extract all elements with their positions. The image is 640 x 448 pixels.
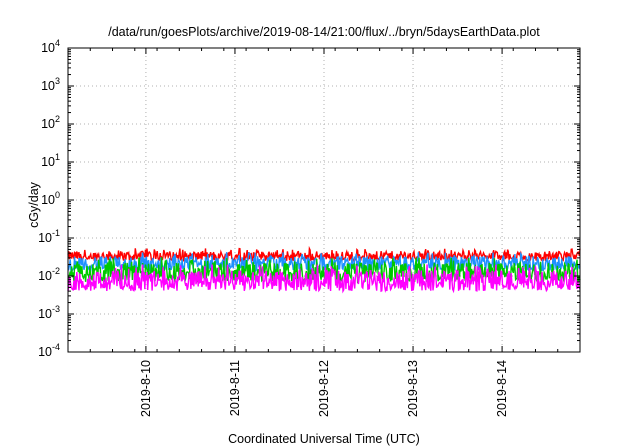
grid-lines [68,48,580,352]
x-tick-label: 2019-8-13 [406,360,420,417]
y-axis-label: cGy/day [27,181,41,228]
series-group [67,245,581,294]
series-line-4 [67,264,581,294]
y-tick-label: 10-3 [38,304,60,321]
y-tick-label: 10-1 [38,228,60,245]
x-tick-label: 2019-8-10 [139,360,153,417]
series-line-3 [67,257,581,284]
y-tick-label: 10-2 [38,266,60,283]
y-tick-label: 10-4 [38,342,60,359]
y-tick-label: 104 [41,38,60,55]
x-ticks: 2019-8-10 2019-8-11 2019-8-12 2019-8-13 2019… [67,48,581,417]
y-tick-label: 102 [41,114,60,131]
x-tick-label: 2019-8-14 [495,360,509,417]
y-tick-label: 103 [41,76,60,93]
x-tick-label: 2019-8-11 [228,360,242,416]
chart-title: /data/run/goesPlots/archive/2019-08-14/2… [108,25,540,39]
y-ticks: 10-4 10-3 10-2 10-1 100 101 102 103 104 [38,38,580,359]
y-tick-label: 100 [41,190,60,207]
y-tick-label: 101 [41,152,60,169]
x-tick-label: 2019-8-12 [317,360,331,417]
x-axis-label: Coordinated Universal Time (UTC) [228,432,420,446]
